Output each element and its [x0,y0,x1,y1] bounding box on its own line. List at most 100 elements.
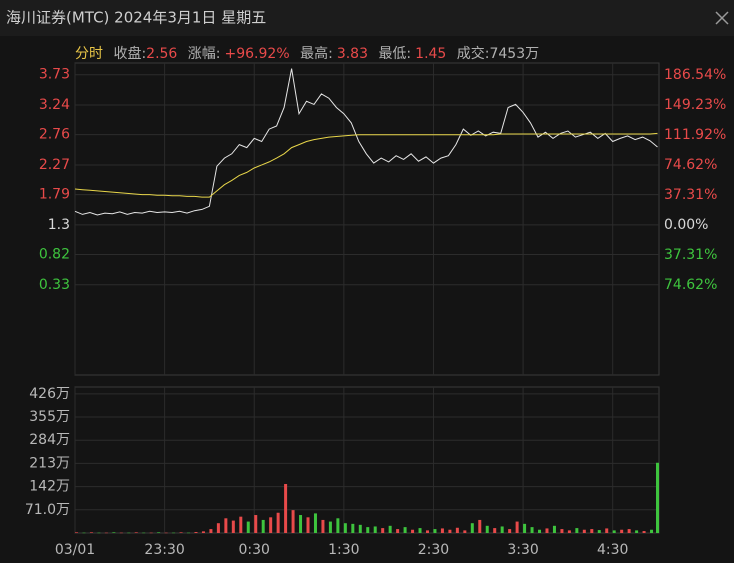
y2-tick-label: 74.62% [664,157,717,173]
volume-bar [187,532,191,534]
volume-bar [575,528,579,533]
price-line [74,132,658,198]
y2-tick-label: 0.00% [664,217,708,233]
volume-bar [366,527,370,533]
volume-bar [172,532,176,534]
y-tick-label: 3.73 [39,67,70,83]
volume-bar [149,532,153,534]
volume-bar [650,529,654,533]
volume-bar [515,521,519,533]
y-tick-label: 2.76 [39,127,70,143]
volume-bar [239,516,243,533]
stat-value: 1.45 [415,46,446,62]
stat-label: 涨幅: [188,46,221,62]
y-tick-label: 426万 [29,386,70,402]
volume-bar [351,523,355,533]
y-tick-label: 284万 [29,432,70,448]
volume-bar [373,526,377,533]
volume-bar [463,530,467,533]
volume-bar [194,532,198,533]
volume-bar [440,528,444,533]
volume-bar [209,529,213,533]
y-tick-label: 0.82 [39,247,70,263]
x-tick-label: 2:30 [418,542,449,558]
volume-bar [216,523,220,533]
volume-bar [254,515,258,533]
close-button[interactable] [715,11,729,25]
volume-bar [635,530,639,533]
volume-bar [89,532,93,533]
stat-label: 收盘: [113,45,146,62]
y2-tick-label: 74.62% [664,277,717,293]
window-title: 海川证券(MTC) 2024年3月1日 星期五 [6,9,266,27]
volume-bar [381,528,385,533]
volume-bar [179,532,183,533]
volume-bar [336,518,340,533]
volume-bar [328,521,332,533]
price-line [74,68,658,216]
y2-tick-label: 149.23% [664,97,726,113]
volume-bar [396,529,400,533]
volume-bar [485,525,489,533]
y-tick-label: 213万 [29,455,70,471]
y-tick-label: 142万 [29,479,70,495]
volume-bar [590,529,594,533]
volume-bar [201,531,205,533]
volume-bar [545,528,549,533]
y-tick-label: 1.79 [39,187,70,203]
stat-value: +96.92% [225,46,290,62]
volume-bar [538,529,542,533]
volume-bar [134,532,138,533]
y-tick-label: 71.0万 [25,502,70,518]
volume-bar [112,532,116,533]
volume-bar [388,525,392,533]
volume-frame [74,386,660,534]
y-tick-label: 0.33 [39,277,70,293]
volume-bar [284,484,288,533]
stat-label: 最低: [378,46,411,62]
x-tick-label: 4:30 [597,542,628,558]
volume-bar [523,523,527,533]
volume-bar [142,532,146,534]
volume-bar [582,529,586,533]
volume-bar [508,529,512,533]
y2-tick-label: 37.31% [664,187,717,203]
volume-bar [157,532,161,533]
stat-label: 最高: [300,45,333,62]
volume-bar [246,521,250,533]
price-frame [74,62,660,376]
x-tick-label: 1:30 [328,542,359,558]
volume-bar [478,519,482,533]
volume-bar [642,531,646,533]
stat-value: 2.56 [146,46,177,62]
y-tick-label: 2.27 [39,157,70,173]
volume-bar [433,529,437,533]
volume-bar [75,532,78,533]
volume-bar [418,528,422,533]
volume-bar [403,527,407,533]
volume-bar [560,529,564,533]
volume-bar [276,512,280,533]
x-tick-label: 03/01 [55,542,95,558]
volume-bar [500,526,504,533]
volume-bar [567,530,571,533]
title-bar [0,0,734,36]
volume-total: 成交:7453万 [457,45,539,62]
y2-tick-label: 186.54% [664,67,726,83]
volume-bar [605,528,609,533]
x-tick-label: 23:30 [144,542,184,558]
volume-bar [164,532,168,534]
volume-bar [358,524,362,533]
volume-bar [612,530,616,533]
volume-bar [530,527,534,533]
volume-bar [470,523,474,533]
volume-bar [493,528,497,533]
y-tick-label: 355万 [29,409,70,425]
volume-bar [656,462,659,533]
volume-bar [313,513,317,533]
volume-bar [127,532,131,534]
volume-bar [82,532,86,534]
volume-bar [425,530,429,533]
y-tick-label: 1.3 [48,217,70,233]
